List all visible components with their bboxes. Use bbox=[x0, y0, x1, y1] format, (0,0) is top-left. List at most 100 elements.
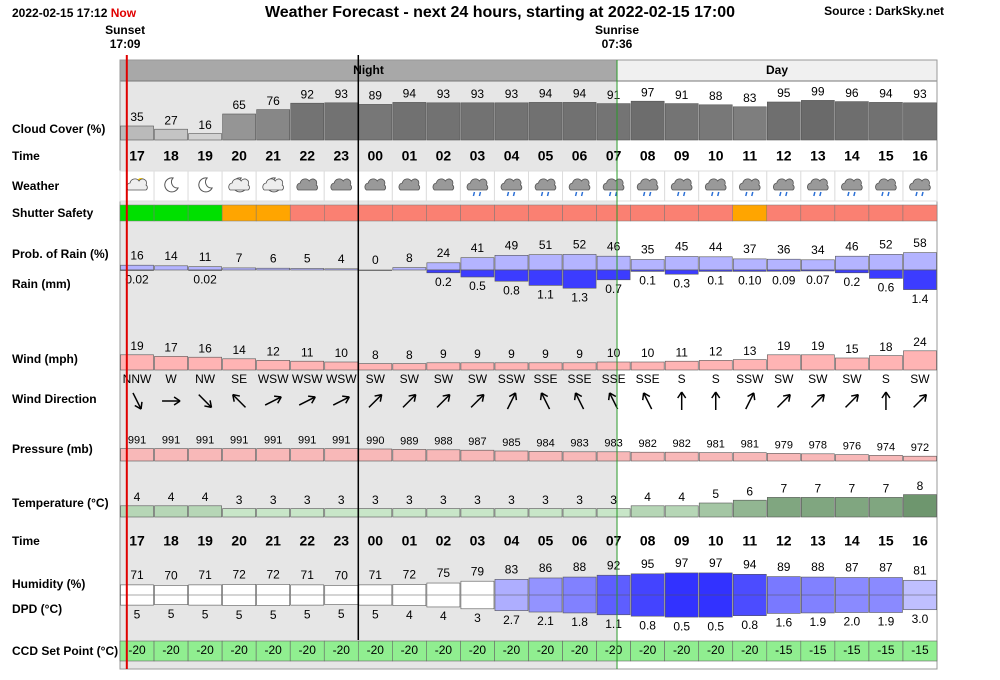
temperature-bar bbox=[460, 508, 495, 518]
time-label: 09 bbox=[674, 533, 690, 549]
wind-bar bbox=[732, 359, 767, 371]
rain-probability-value: 4 bbox=[338, 252, 345, 266]
wind-direction: WSW bbox=[292, 372, 323, 386]
wind-direction: SW bbox=[808, 372, 828, 386]
wind-arrow-head bbox=[374, 393, 383, 402]
rain-probability-value: 51 bbox=[539, 238, 553, 252]
pressure-bar bbox=[664, 451, 699, 462]
wind-direction: W bbox=[165, 372, 177, 386]
icon-drop bbox=[472, 191, 476, 197]
wind-arrow-head bbox=[476, 393, 485, 402]
time-label: 18 bbox=[163, 148, 179, 164]
icon-cloud bbox=[602, 178, 625, 191]
rain-value: 1.3 bbox=[571, 290, 588, 304]
pressure-bar bbox=[358, 448, 393, 462]
wind-direction: S bbox=[678, 372, 686, 386]
wind-arrow-head bbox=[881, 391, 891, 399]
pressure-value: 991 bbox=[298, 435, 316, 447]
rain-probability-bar bbox=[460, 257, 495, 271]
time-label: 12 bbox=[776, 148, 792, 164]
wind-arrow bbox=[298, 396, 316, 406]
dpd-value: 0.5 bbox=[707, 619, 724, 633]
day-label: Day bbox=[766, 63, 788, 77]
wind-value: 24 bbox=[913, 335, 927, 349]
rain-bar bbox=[120, 269, 154, 271]
wind-direction: NNW bbox=[123, 372, 152, 386]
shutter-cell bbox=[902, 204, 938, 222]
pressure-bar bbox=[835, 454, 869, 462]
wind-value: 12 bbox=[709, 345, 723, 359]
icon-drop bbox=[785, 191, 788, 197]
row-label: Cloud Cover (%) bbox=[12, 122, 105, 136]
cloud-value: 92 bbox=[301, 87, 315, 101]
timestamp: 2022-02-15 17:12 bbox=[12, 6, 108, 20]
wind-bar bbox=[460, 362, 495, 371]
cloud-bar bbox=[392, 102, 427, 141]
icon-drop bbox=[847, 191, 850, 197]
pressure-bar bbox=[869, 455, 903, 462]
rain-probability-bar bbox=[290, 268, 325, 271]
temperature-bar bbox=[154, 505, 188, 518]
time-label: 06 bbox=[572, 148, 588, 164]
temperature-value: 3 bbox=[406, 493, 413, 507]
time-label: 11 bbox=[742, 533, 757, 549]
wind-bar bbox=[835, 357, 869, 371]
icon-drop bbox=[478, 191, 482, 197]
pressure-value: 991 bbox=[264, 435, 282, 447]
temperature-value: 3 bbox=[576, 493, 583, 507]
rain-value: 0.07 bbox=[806, 273, 830, 287]
wind-value: 9 bbox=[508, 347, 515, 361]
ccd-value: -20 bbox=[605, 643, 623, 657]
wind-value: 17 bbox=[164, 341, 178, 355]
wind-direction: SSE bbox=[636, 372, 660, 386]
rain-probability-value: 44 bbox=[709, 240, 723, 254]
temperature-bar bbox=[358, 508, 393, 518]
shutter-cell bbox=[153, 204, 189, 222]
pressure-value: 983 bbox=[570, 438, 588, 450]
wind-bar bbox=[664, 360, 699, 371]
cloud-value: 89 bbox=[369, 89, 383, 103]
wind-bar bbox=[766, 354, 801, 371]
dpd-value: 2.7 bbox=[503, 613, 520, 627]
rain-probability-value: 11 bbox=[199, 250, 212, 264]
dpd-value: 0.5 bbox=[673, 619, 690, 633]
temperature-bar bbox=[801, 497, 835, 518]
temperature-bar bbox=[664, 505, 699, 518]
wind-arrow-head bbox=[747, 392, 756, 401]
rain-probability-bar bbox=[222, 267, 256, 271]
wind-arrow-head bbox=[342, 395, 350, 404]
temperature-bar bbox=[188, 505, 222, 518]
time-label: 14 bbox=[844, 533, 860, 549]
dpd-value: 2.1 bbox=[537, 614, 554, 628]
dpd-value: 3.0 bbox=[912, 612, 929, 626]
pressure-bar bbox=[290, 448, 325, 462]
cloud-bar bbox=[766, 101, 801, 141]
now-label: Now bbox=[111, 6, 137, 20]
pressure-value: 981 bbox=[707, 439, 725, 451]
pressure-value: 991 bbox=[162, 435, 180, 447]
rain-probability-value: 5 bbox=[304, 252, 311, 266]
time-label: 00 bbox=[368, 148, 384, 164]
icon-drop bbox=[915, 191, 918, 197]
rain-probability-value: 36 bbox=[777, 242, 791, 256]
cloud-value: 93 bbox=[913, 87, 927, 101]
time-label: 14 bbox=[844, 148, 860, 164]
wind-arrow-head bbox=[573, 392, 583, 401]
temperature-value: 3 bbox=[236, 493, 243, 507]
shutter-cell bbox=[868, 204, 904, 222]
cloud-value: 35 bbox=[130, 110, 144, 124]
shutter-cell bbox=[732, 204, 768, 222]
wind-value: 10 bbox=[607, 346, 621, 360]
humidity-value: 72 bbox=[403, 568, 417, 582]
sunset-time: 17:09 bbox=[110, 37, 141, 51]
rain-bar bbox=[903, 269, 937, 290]
humidity-value: 71 bbox=[369, 568, 383, 582]
pressure-value: 984 bbox=[536, 437, 554, 449]
ccd-value: -20 bbox=[299, 643, 317, 657]
cloud-value: 93 bbox=[471, 87, 485, 101]
wind-value: 11 bbox=[675, 345, 688, 359]
rain-probability-value: 45 bbox=[675, 240, 689, 254]
rain-bar bbox=[596, 269, 631, 281]
cloud-value: 91 bbox=[675, 88, 689, 102]
header-time: 2022-02-15 17:12 Now bbox=[12, 6, 137, 20]
